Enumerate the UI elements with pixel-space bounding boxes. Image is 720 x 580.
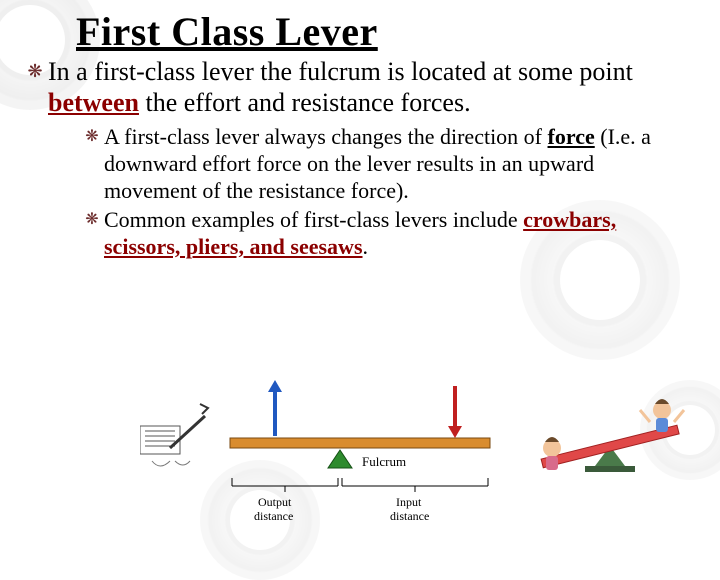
diagram-area: Fulcrum Output distance Input distance bbox=[140, 376, 700, 536]
sub-bullet-2: ❋ Common examples of first-class levers … bbox=[84, 207, 690, 261]
bullet-icon: ❋ bbox=[84, 124, 100, 150]
sub1-prefix: A first-class lever always changes the d… bbox=[104, 124, 548, 149]
lever-diagram: Fulcrum Output distance Input distance bbox=[140, 376, 700, 536]
bullet-text: In a first-class lever the fulcrum is lo… bbox=[48, 57, 690, 118]
sub2-prefix: Common examples of first-class levers in… bbox=[104, 207, 523, 232]
lever-bar-diagram: Fulcrum Output distance Input distance bbox=[230, 380, 490, 523]
sub-bullet-text: Common examples of first-class levers in… bbox=[104, 207, 690, 261]
bullet-suffix: the effort and resistance forces. bbox=[139, 88, 471, 117]
main-bullet: ❋ In a first-class lever the fulcrum is … bbox=[26, 57, 690, 118]
bullet-icon: ❋ bbox=[26, 57, 44, 85]
keyword-force: force bbox=[548, 124, 595, 149]
seesaw-cartoon bbox=[541, 399, 684, 472]
keyword-between: between bbox=[48, 88, 139, 117]
input-label-1: Input bbox=[396, 495, 422, 509]
slide-content: First Class Lever ❋ In a first-class lev… bbox=[0, 0, 720, 260]
bullet-prefix: In a first-class lever the fulcrum is lo… bbox=[48, 57, 633, 86]
sub-bullet-1: ❋ A first-class lever always changes the… bbox=[84, 124, 690, 204]
sub-bullet-text: A first-class lever always changes the d… bbox=[104, 124, 690, 204]
sub-bullet-list: ❋ A first-class lever always changes the… bbox=[84, 124, 690, 260]
input-label-2: distance bbox=[390, 509, 429, 523]
fulcrum-label: Fulcrum bbox=[362, 454, 406, 469]
sub2-suffix: . bbox=[363, 234, 369, 259]
bullet-icon: ❋ bbox=[84, 207, 100, 233]
output-label-1: Output bbox=[258, 495, 292, 509]
crowbar-sketch bbox=[140, 404, 208, 466]
slide-title: First Class Lever bbox=[76, 8, 690, 55]
output-label-2: distance bbox=[254, 509, 293, 523]
